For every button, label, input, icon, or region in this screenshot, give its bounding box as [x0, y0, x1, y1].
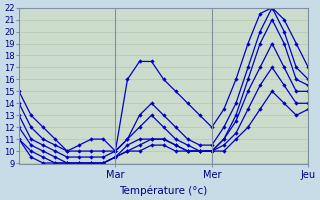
X-axis label: Température (°c): Température (°c) — [119, 185, 208, 196]
